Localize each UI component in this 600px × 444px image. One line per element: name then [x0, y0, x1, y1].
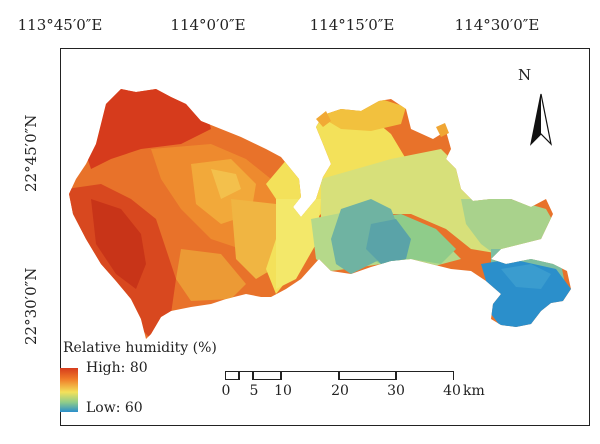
- lat-label-22-30: 22°30′0″N: [22, 267, 40, 345]
- lon-label-114-00: 114°0′0″E: [170, 16, 246, 34]
- lon-label-114-15: 114°15′0″E: [309, 16, 395, 34]
- map-frame[interactable]: [60, 48, 590, 426]
- zone-red-north: [81, 89, 211, 169]
- island-north-east: [436, 123, 449, 137]
- legend-title: Relative humidity (%): [63, 340, 217, 356]
- scale-unit: km: [463, 383, 485, 399]
- zone-yellow-north: [316, 99, 406, 131]
- lon-label-114-30: 114°30′0″E: [454, 16, 540, 34]
- zone-orange-band: [211, 169, 241, 199]
- legend-low-label: Low: 60: [86, 400, 143, 416]
- scale-tick-10: 10: [274, 383, 292, 399]
- legend-high-label: High: 80: [86, 360, 148, 376]
- scale-tick-30: 30: [387, 383, 405, 399]
- zone-red-west-inner: [91, 199, 146, 289]
- lon-label-113-45: 113°45′0″E: [17, 16, 103, 34]
- north-label: N: [518, 66, 532, 84]
- scale-bar: [225, 371, 454, 380]
- zone-orange-light-3: [176, 249, 246, 301]
- scale-tick-20: 20: [331, 383, 349, 399]
- zone-blue-small: [501, 264, 551, 289]
- lat-label-22-45: 22°45′0″N: [22, 114, 40, 192]
- north-arrow-icon: [530, 93, 552, 146]
- legend-color-ramp: [60, 368, 78, 412]
- zone-yellow-lower: [276, 199, 321, 289]
- scale-tick-40: 40: [443, 383, 461, 399]
- humidity-map: [69, 89, 571, 339]
- scale-tick-0: 0: [221, 383, 231, 399]
- island-north: [316, 111, 331, 127]
- zone-teal-2: [366, 219, 411, 264]
- scale-tick-5: 5: [249, 383, 259, 399]
